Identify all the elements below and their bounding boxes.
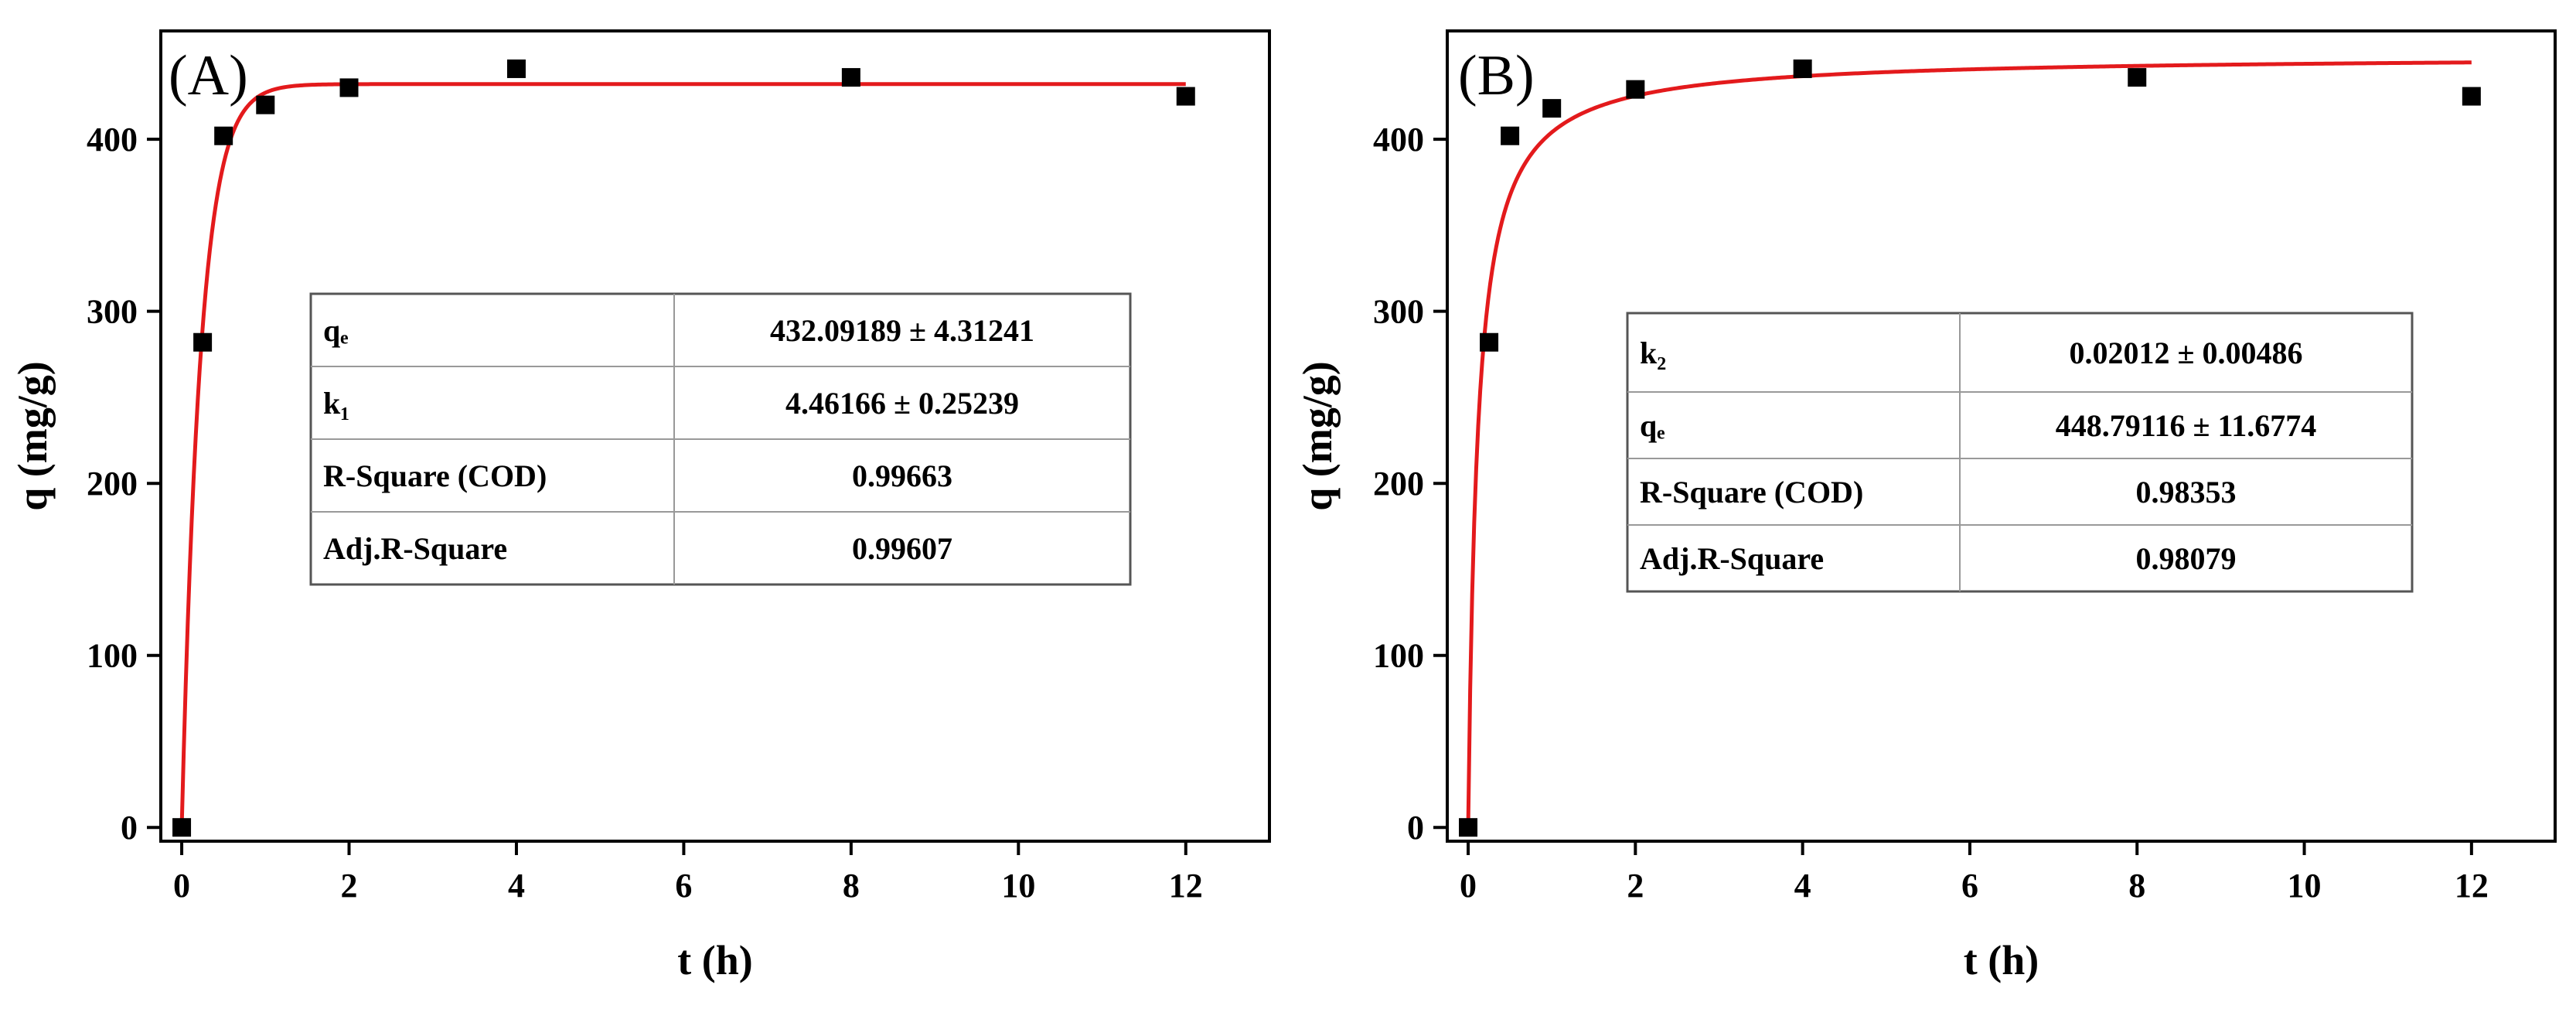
x-tick-label: 12	[1169, 867, 1203, 905]
x-tick-label: 0	[173, 867, 190, 905]
data-point	[214, 126, 233, 145]
table-param-cell: Adj.R-Square	[1640, 541, 1824, 576]
y-tick-label: 200	[1373, 465, 1424, 503]
data-point	[2128, 68, 2147, 87]
panel-label: (A)	[169, 44, 248, 107]
x-tick-label: 10	[1001, 867, 1035, 905]
chart-panel-a: 0 2 4 6 8 10 12 0 100 200 300 400 t (h) q (mg/g) (A) qₑ…	[9, 29, 1271, 983]
table-param-cell: R-Square (COD)	[1640, 475, 1863, 510]
x-tick-label: 10	[2288, 867, 2322, 905]
y-tick-label: 0	[1407, 809, 1424, 847]
data-point	[172, 818, 192, 837]
x-tick-label: 4	[1794, 867, 1811, 905]
data-point	[506, 59, 526, 78]
y-tick-label: 400	[87, 121, 138, 158]
data-point	[339, 78, 359, 97]
table-value-cell: 0.98079	[2136, 541, 2237, 576]
table-value-cell: 0.02012 ± 0.00486	[2070, 336, 2303, 370]
x-tick-label: 0	[1460, 867, 1477, 905]
table-value-cell: 0.99663	[852, 458, 952, 493]
table-value-cell: 0.99607	[852, 531, 952, 566]
table-value-cell: 4.46166 ± 0.25239	[785, 386, 1019, 421]
fit-parameter-table: k₂ 0.02012 ± 0.00486 qₑ 448.79116 ± 11.6774…	[1626, 312, 2414, 593]
table-param-cell: R-Square (COD)	[323, 458, 547, 493]
table-param-cell: k₂	[1640, 336, 1666, 370]
data-point	[1501, 126, 1520, 145]
y-tick-label: 100	[1373, 637, 1424, 675]
plot-frame	[159, 29, 1271, 843]
y-tick-label: 400	[1373, 121, 1424, 158]
data-point	[841, 68, 860, 87]
table-param-cell: qₑ	[1640, 408, 1665, 443]
data-point	[1542, 99, 1562, 118]
x-tick-label: 12	[2455, 867, 2489, 905]
panel-label: (B)	[1458, 44, 1535, 107]
y-axis-title: q (mg/g)	[1294, 361, 1341, 510]
y-tick-label: 300	[1373, 293, 1424, 331]
x-tick-label: 6	[1961, 867, 1978, 905]
table-value-cell: 0.98353	[2136, 475, 2237, 510]
data-point	[1176, 87, 1195, 106]
table-value-cell: 448.79116 ± 11.6774	[2056, 408, 2317, 443]
chart-panel-b: 0 2 4 6 8 10 12 0 100 200 300 400 t (h) q (mg/g) (B) k₂…	[1294, 29, 2557, 983]
y-tick-label: 100	[87, 637, 138, 675]
table-param-cell: Adj.R-Square	[323, 531, 507, 566]
y-axis-title: q (mg/g)	[9, 361, 56, 510]
x-tick-label: 6	[675, 867, 692, 905]
table-param-cell: qₑ	[323, 313, 349, 348]
data-point	[1480, 332, 1499, 352]
data-point	[1793, 59, 1812, 78]
x-tick-label: 8	[2128, 867, 2145, 905]
table-value-cell: 432.09189 ± 4.31241	[770, 313, 1034, 348]
x-axis-title: t (h)	[677, 937, 752, 983]
data-point	[2462, 87, 2481, 106]
data-point	[1626, 80, 1645, 99]
x-axis-title: t (h)	[1964, 937, 2039, 983]
plot-frame	[1446, 29, 2557, 843]
y-tick-label: 300	[87, 293, 138, 331]
data-point	[1459, 818, 1478, 837]
data-point	[256, 95, 275, 114]
x-tick-label: 4	[508, 867, 525, 905]
x-tick-label: 2	[341, 867, 358, 905]
fit-parameter-table: qₑ 432.09189 ± 4.31241 k₁ 4.46166 ± 0.25239…	[309, 292, 1132, 586]
y-tick-label: 0	[121, 809, 138, 847]
data-point	[193, 332, 213, 352]
x-tick-label: 2	[1627, 867, 1644, 905]
table-frame	[1626, 312, 2414, 593]
table-param-cell: k₁	[323, 386, 349, 421]
y-tick-label: 200	[87, 465, 138, 503]
x-tick-label: 8	[843, 867, 860, 905]
